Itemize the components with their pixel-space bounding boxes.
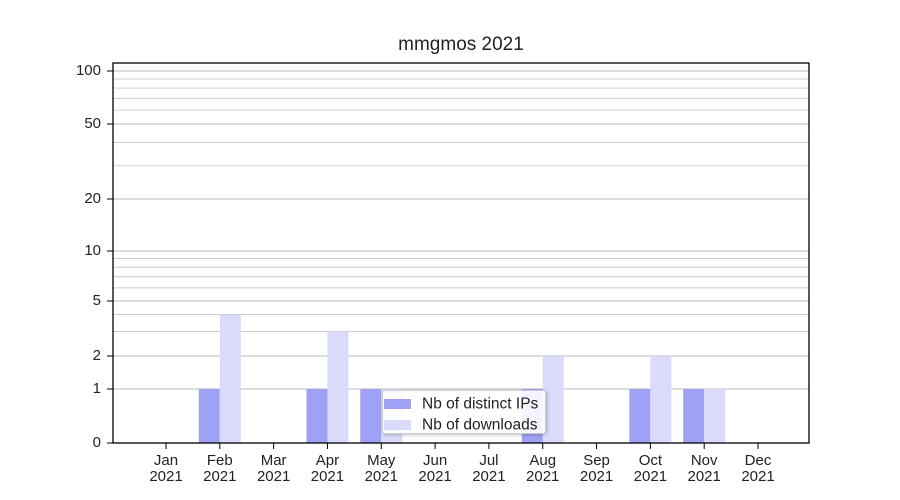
svg-text:2021: 2021 [634,468,667,485]
svg-text:Sep: Sep [583,452,610,469]
svg-text:1: 1 [93,380,101,397]
svg-text:50: 50 [84,115,101,132]
svg-text:2: 2 [93,347,101,364]
svg-text:2021: 2021 [472,468,505,485]
svg-text:Jan: Jan [154,452,178,469]
svg-text:10: 10 [84,242,101,259]
svg-text:2021: 2021 [149,468,182,485]
svg-text:2021: 2021 [741,468,774,485]
svg-text:2021: 2021 [257,468,290,485]
svg-text:Apr: Apr [316,452,339,469]
svg-text:Aug: Aug [529,452,556,469]
svg-text:2021: 2021 [311,468,344,485]
svg-text:Dec: Dec [745,452,772,469]
svg-text:May: May [367,452,396,469]
svg-text:2021: 2021 [526,468,559,485]
svg-text:20: 20 [84,190,101,207]
svg-text:Nov: Nov [691,452,718,469]
svg-text:5: 5 [93,292,101,309]
svg-text:2021: 2021 [365,468,398,485]
svg-text:Jun: Jun [423,452,447,469]
svg-text:2021: 2021 [203,468,236,485]
svg-text:100: 100 [76,62,101,79]
svg-text:Jul: Jul [479,452,498,469]
svg-text:2021: 2021 [580,468,613,485]
svg-text:Feb: Feb [207,452,233,469]
svg-text:2021: 2021 [418,468,451,485]
svg-text:Oct: Oct [639,452,663,469]
svg-text:0: 0 [93,434,101,451]
svg-text:Mar: Mar [261,452,287,469]
svg-text:mmgmos 2021: mmgmos 2021 [398,34,524,55]
svg-text:2021: 2021 [687,468,720,485]
